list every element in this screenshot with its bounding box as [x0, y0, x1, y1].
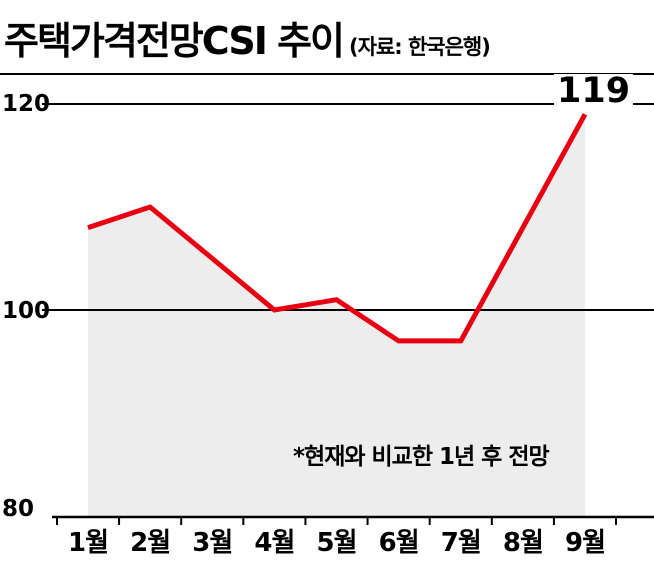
chart-source: (자료: 한국은행) [349, 35, 491, 59]
y-axis-label-100: 100 [2, 298, 51, 324]
data-line [87, 113, 588, 344]
last-value-label: 119 [554, 74, 634, 109]
x-axis-label: 7월 [440, 528, 482, 558]
chart-annotation: *현재와 비교한 1년 후 전망 [293, 444, 550, 470]
y-axis-label-120: 120 [2, 91, 51, 117]
x-axis-label: 6월 [378, 528, 420, 558]
chart-title: 주택가격전망CSI 추이 [4, 19, 345, 63]
x-axis-label: 4월 [254, 528, 295, 558]
header-divider [0, 73, 654, 75]
chart-header: 주택가격전망CSI 추이 (자료: 한국은행) [4, 10, 491, 65]
x-axis-label: 9월 [564, 528, 606, 558]
x-axis-label: 8월 [502, 528, 544, 558]
x-axis-label: 3월 [192, 528, 233, 558]
y-axis-label-80: 80 [2, 496, 35, 522]
area-fill [88, 114, 585, 517]
x-axis-label: 5월 [316, 528, 357, 558]
x-axis-label: 2월 [130, 528, 171, 558]
x-axis-label: 1월 [67, 528, 109, 558]
